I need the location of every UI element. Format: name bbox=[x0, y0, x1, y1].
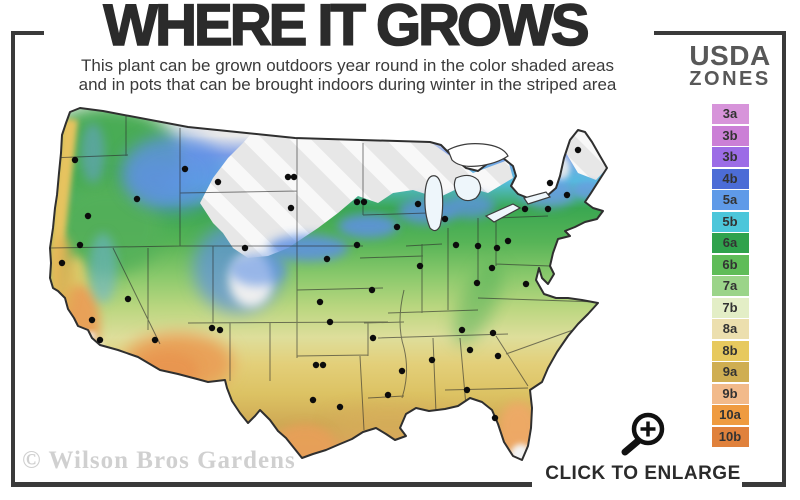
zone-swatch: 4b bbox=[711, 168, 749, 189]
frame-border-left bbox=[11, 31, 15, 487]
zone-swatch: 10b bbox=[711, 426, 749, 447]
zone-swatch: 9a bbox=[711, 362, 749, 382]
zone-swatch: 6b bbox=[711, 254, 749, 275]
zone-swatch: 8b bbox=[711, 340, 749, 361]
zone-shading bbox=[50, 108, 607, 460]
zone-swatch: 7b bbox=[711, 297, 749, 318]
zone-swatch: 3b bbox=[711, 147, 749, 167]
usda-zone-map bbox=[49, 107, 608, 461]
zone-swatch: 5a bbox=[711, 190, 749, 210]
frame-border-top-right bbox=[654, 31, 786, 35]
zone-swatch: 6a bbox=[711, 233, 749, 253]
zone-swatch: 9b bbox=[711, 383, 749, 404]
click-to-enlarge[interactable]: CLICK TO ENLARGE bbox=[538, 404, 748, 485]
zone-swatch: 10a bbox=[711, 405, 749, 425]
usda-zones-legend: USDA ZONES 3a 3b 3b 4b 5a 5b 6a 6b 7a 7b 8a 8b 9a 9b 1… bbox=[682, 42, 778, 448]
state-borders bbox=[50, 114, 599, 431]
zone-swatch: 7a bbox=[711, 276, 749, 296]
city-dots bbox=[58, 146, 582, 422]
magnifier-zoom-icon[interactable] bbox=[610, 404, 676, 456]
frame-border-top-left bbox=[11, 31, 44, 35]
zone-swatch: 5b bbox=[711, 211, 749, 232]
frame-border-bottom-right bbox=[742, 482, 786, 487]
us-outline bbox=[49, 107, 608, 461]
zone-swatch: 3a bbox=[711, 104, 749, 124]
legend-title-usda: USDA bbox=[689, 40, 771, 71]
page-title: WHERE IT GROWS bbox=[103, 0, 591, 58]
click-to-enlarge-label[interactable]: CLICK TO ENLARGE bbox=[545, 463, 741, 484]
great-lakes bbox=[424, 143, 552, 232]
subtitle-line-1: This plant can be grown outdoors year ro… bbox=[81, 56, 614, 75]
zone-swatch: 3b bbox=[711, 125, 749, 146]
frame-border-bottom-left bbox=[11, 482, 532, 487]
zone-swatch-list: 3a 3b 3b 4b 5a 5b 6a 6b 7a 7b 8a 8b 9a 9b 10a 10b bbox=[682, 104, 778, 447]
watermark: © Wilson Bros Gardens bbox=[22, 447, 296, 474]
zone-swatch: 8a bbox=[711, 319, 749, 339]
subtitle: This plant can be grown outdoors year ro… bbox=[55, 56, 640, 94]
legend-title-zones: ZONES bbox=[689, 68, 771, 90]
frame-border-right bbox=[782, 31, 786, 487]
subtitle-line-2: and in pots that can be brought indoors … bbox=[78, 75, 617, 94]
